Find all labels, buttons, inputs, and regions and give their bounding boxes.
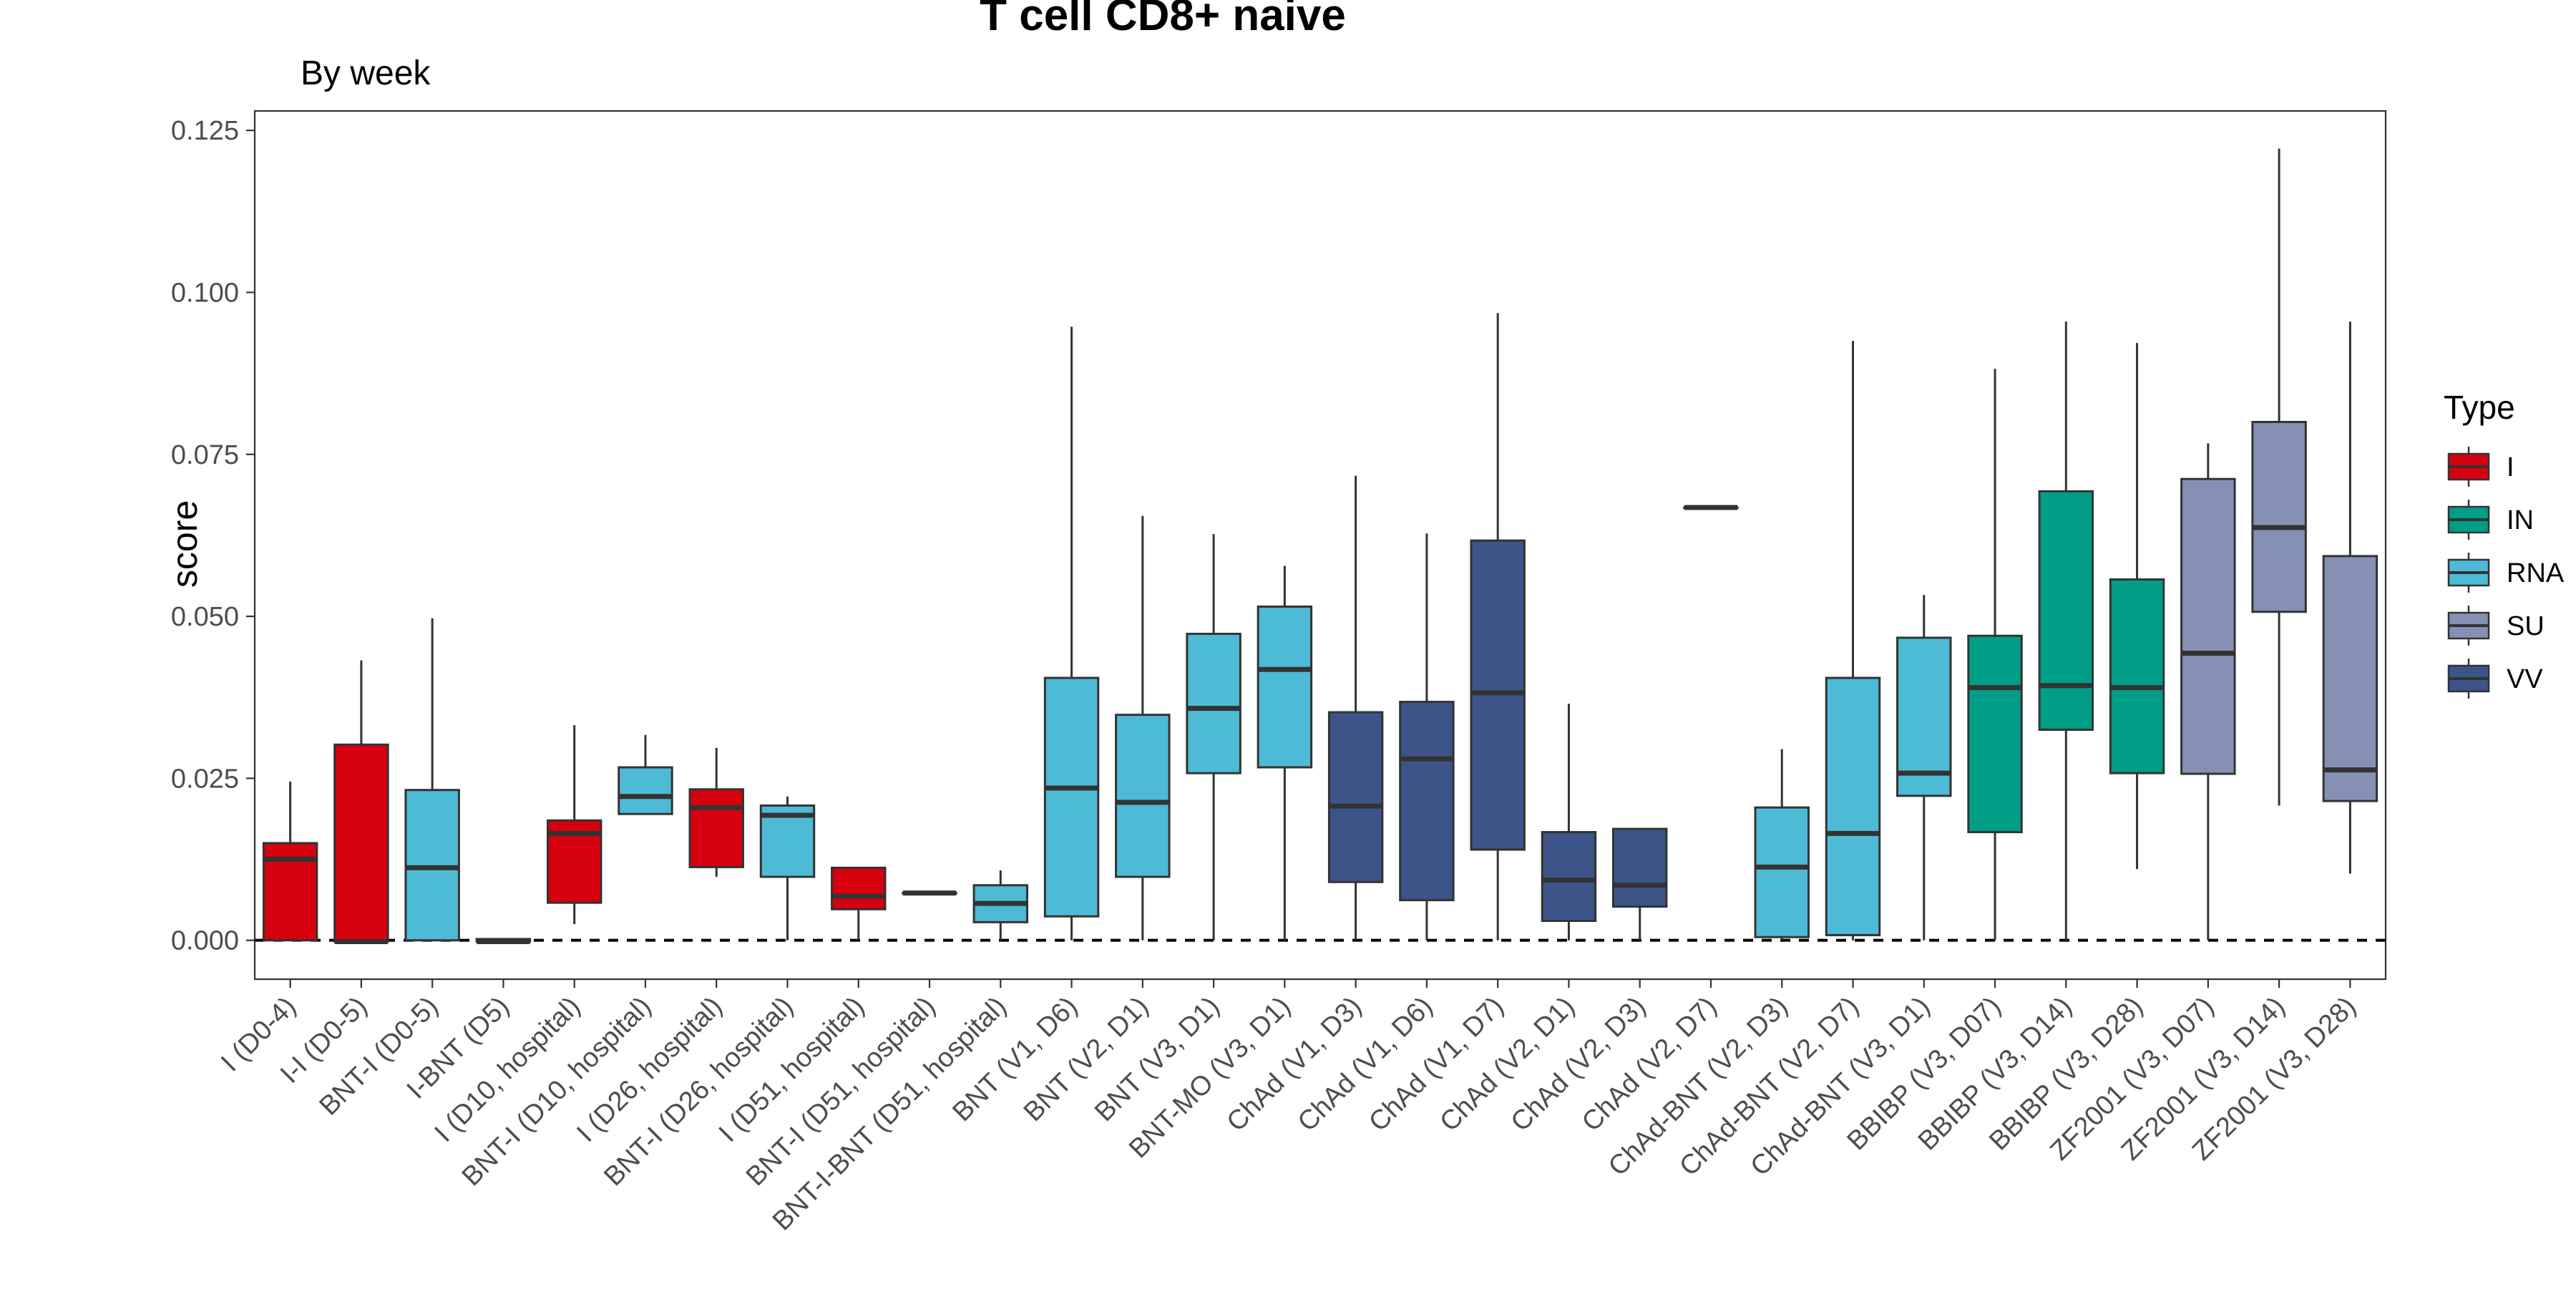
- box-body: [1754, 806, 1810, 938]
- box-body: [2038, 490, 2094, 731]
- x-tick-label: BNT (V2, D1): [1018, 991, 1154, 1127]
- box-8: [831, 866, 887, 941]
- box-13: [1186, 534, 1241, 941]
- legend-label: RNA: [2507, 558, 2565, 588]
- box-14: [1257, 565, 1313, 941]
- legend-item-I: I: [2447, 447, 2514, 487]
- box-29: [2322, 321, 2379, 874]
- box-18: [1541, 704, 1597, 941]
- box-body: [1896, 636, 1952, 797]
- box-7: [759, 796, 816, 941]
- box-26: [2109, 343, 2165, 870]
- box-body: [688, 788, 744, 868]
- box-body: [2251, 421, 2307, 613]
- box-24: [1967, 369, 2023, 941]
- legend-label: SU: [2507, 611, 2545, 641]
- legend-item-VV: VV: [2447, 659, 2543, 699]
- box-6: [688, 747, 744, 877]
- plot-panel-border: [253, 110, 2387, 981]
- x-tick-label: BNT (V1, D6): [947, 991, 1083, 1127]
- box-layer: [262, 148, 2379, 944]
- y-tick-label: 0.125: [171, 116, 239, 146]
- box-body: [1186, 633, 1241, 774]
- box-27: [2180, 443, 2236, 941]
- box-5: [618, 734, 673, 815]
- chart-title: T cell CD8+ naive: [980, 0, 1346, 40]
- legend-label: IN: [2507, 505, 2534, 535]
- box-body: [2109, 578, 2165, 774]
- legend: Type I IN RNA SU VV: [2444, 389, 2565, 699]
- x-tick-label: BNT (V3, D1): [1089, 991, 1225, 1127]
- box-body: [1967, 634, 2023, 834]
- y-tick-label: 0.025: [171, 764, 239, 794]
- box-body: [1327, 711, 1384, 883]
- box-22: [1825, 341, 1881, 941]
- box-body: [404, 789, 460, 942]
- y-tick-label: 0.000: [171, 926, 239, 956]
- box-20: [1683, 505, 1739, 510]
- legend-label: I: [2507, 452, 2514, 482]
- plot-panel: [253, 110, 2387, 981]
- legend-title: Type: [2444, 389, 2515, 426]
- box-25: [2038, 321, 2094, 941]
- box-body: [1825, 676, 1881, 936]
- box-body: [1043, 676, 1100, 918]
- box-16: [1399, 533, 1455, 941]
- box-body: [831, 866, 887, 910]
- box-19: [1611, 827, 1668, 941]
- box-23: [1896, 595, 1952, 941]
- box-1: [333, 660, 389, 944]
- box-28: [2251, 148, 2307, 806]
- legend-item-SU: SU: [2447, 606, 2545, 646]
- legend-item-IN: IN: [2447, 500, 2534, 540]
- chart-subtitle: By week: [301, 54, 431, 92]
- box-15: [1327, 475, 1384, 941]
- box-12: [1115, 515, 1171, 941]
- box-11: [1043, 326, 1100, 941]
- y-tick-label: 0.075: [171, 440, 239, 470]
- box-0: [262, 781, 318, 942]
- box-10: [972, 870, 1029, 941]
- box-body: [1611, 827, 1668, 908]
- box-body: [1257, 605, 1313, 769]
- box-9: [902, 890, 957, 896]
- box-21: [1754, 749, 1810, 941]
- box-17: [1470, 313, 1526, 941]
- box-4: [546, 725, 602, 925]
- box-body: [618, 766, 673, 815]
- y-axis-label: score: [165, 500, 205, 588]
- box-body: [2322, 555, 2379, 802]
- y-tick-label: 0.100: [171, 278, 239, 308]
- box-body: [2180, 477, 2236, 775]
- y-tick-label: 0.050: [171, 602, 239, 632]
- box-body: [1541, 831, 1597, 923]
- box-3: [475, 938, 532, 944]
- box-body: [333, 743, 389, 943]
- legend-item-RNA: RNA: [2447, 553, 2565, 593]
- box-body: [1399, 701, 1455, 902]
- legend-label: VV: [2507, 664, 2543, 694]
- box-body: [1115, 714, 1171, 878]
- box-2: [404, 618, 460, 942]
